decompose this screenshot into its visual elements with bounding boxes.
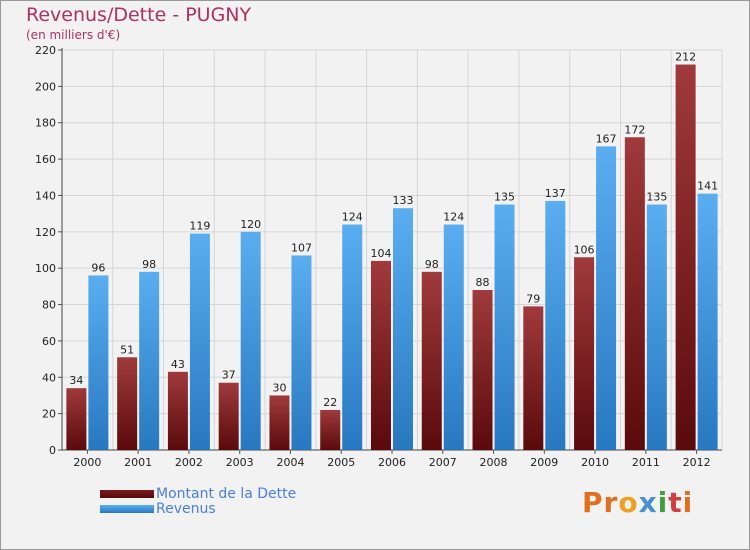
bar-dette [117, 357, 138, 450]
chart-title: Revenus/Dette - PUGNY [26, 4, 252, 26]
data-label: 79 [526, 292, 540, 305]
x-tick-label: 2000 [73, 456, 101, 469]
x-tick-label: 2003 [226, 456, 254, 469]
bar-revenus [545, 200, 566, 450]
x-tick-label: 2001 [124, 456, 152, 469]
data-label: 43 [171, 358, 185, 371]
bar-dette [269, 395, 290, 450]
bar-revenus [291, 255, 312, 450]
bar-dette [574, 257, 595, 450]
logo-letter: t [668, 486, 683, 519]
y-tick-label: 80 [42, 299, 56, 312]
bar-dette [66, 388, 87, 450]
bar-revenus [393, 208, 413, 450]
data-label: 98 [425, 258, 439, 271]
data-label: 22 [323, 396, 337, 409]
data-label: 98 [142, 258, 156, 271]
bar-dette [675, 64, 696, 450]
bar-dette [472, 290, 493, 450]
x-tick-label: 2002 [175, 456, 203, 469]
x-tick-label: 2006 [378, 456, 406, 469]
legend: Montant de la Dette Revenus [100, 485, 297, 517]
data-label: 107 [291, 241, 312, 254]
y-tick-label: 160 [35, 153, 56, 166]
bar-dette [523, 306, 544, 450]
proxiti-logo: Proxiti [582, 486, 693, 519]
data-label: 30 [272, 381, 286, 394]
data-label: 34 [69, 374, 83, 387]
bar-dette [624, 137, 645, 451]
bar-revenus [494, 204, 515, 450]
data-label: 124 [342, 211, 363, 224]
logo-letter: r [603, 486, 619, 519]
data-label: 124 [443, 211, 464, 224]
y-tick-label: 120 [35, 226, 56, 239]
logo-letter: x [638, 486, 658, 519]
data-label: 106 [574, 243, 595, 256]
data-label: 212 [675, 51, 696, 64]
y-tick-label: 100 [35, 262, 56, 275]
bar-revenus [697, 193, 718, 451]
legend-item-revenus: Revenus [100, 500, 296, 517]
data-label: 167 [596, 132, 617, 145]
bars [66, 64, 718, 451]
x-tick-label: 2010 [581, 456, 609, 469]
legend-label-revenus: Revenus [156, 500, 216, 517]
y-tick-label: 140 [35, 189, 56, 202]
bar-dette [421, 271, 442, 450]
legend-label-dette: Montant de la Dette [156, 485, 297, 502]
bar-dette [371, 260, 391, 450]
data-label: 172 [624, 123, 645, 136]
y-tick-label: 0 [49, 444, 56, 457]
x-tick-label: 2011 [632, 456, 660, 469]
bar-revenus [139, 271, 160, 450]
x-tick-label: 2008 [480, 456, 508, 469]
logo-letter: P [582, 486, 604, 519]
bar-revenus [240, 231, 261, 450]
bar-dette [320, 410, 341, 450]
logo-letter: i [682, 486, 694, 519]
bar-revenus [443, 224, 464, 450]
x-tick-label: 2005 [327, 456, 355, 469]
data-label: 137 [545, 187, 566, 200]
legend-swatch-revenus [100, 504, 154, 513]
x-tick-label: 2007 [429, 456, 457, 469]
bar-dette [167, 371, 188, 450]
data-label: 37 [222, 369, 236, 382]
data-labels: 34 96 51 98 43 119 37 120 30 107 22 124 104 133 98 124 8… [69, 51, 718, 409]
bar-revenus [88, 275, 109, 450]
bar-dette [218, 382, 239, 450]
y-tick-label: 20 [42, 408, 56, 421]
y-tick-label: 200 [35, 80, 56, 93]
y-tick-label: 180 [35, 117, 56, 130]
data-label: 141 [697, 180, 718, 193]
chart-subtitle: (en milliers d'€) [26, 28, 121, 42]
data-label: 135 [646, 191, 667, 204]
bar-revenus [189, 233, 210, 450]
bar-revenus [342, 224, 363, 450]
data-label: 104 [371, 247, 392, 260]
data-label: 120 [240, 218, 261, 231]
bar-revenus [646, 204, 667, 450]
logo-letter: o [618, 486, 639, 519]
x-tick-label: 2004 [276, 456, 304, 469]
x-tick-label: 2012 [683, 456, 711, 469]
logo-letter: i [657, 486, 669, 519]
data-label: 88 [476, 276, 490, 289]
x-tick-label: 2009 [530, 456, 558, 469]
data-label: 51 [120, 343, 134, 356]
grid [62, 49, 723, 450]
legend-swatch-dette [100, 489, 154, 498]
y-tick-label: 220 [35, 44, 56, 57]
data-label: 119 [189, 220, 210, 233]
bar-revenus [596, 146, 617, 450]
data-label: 135 [494, 191, 515, 204]
data-label: 133 [393, 194, 414, 207]
y-tick-label: 40 [42, 371, 56, 384]
data-label: 96 [91, 261, 105, 274]
legend-item-dette: Montant de la Dette [100, 485, 297, 502]
y-tick-label: 60 [42, 335, 56, 348]
